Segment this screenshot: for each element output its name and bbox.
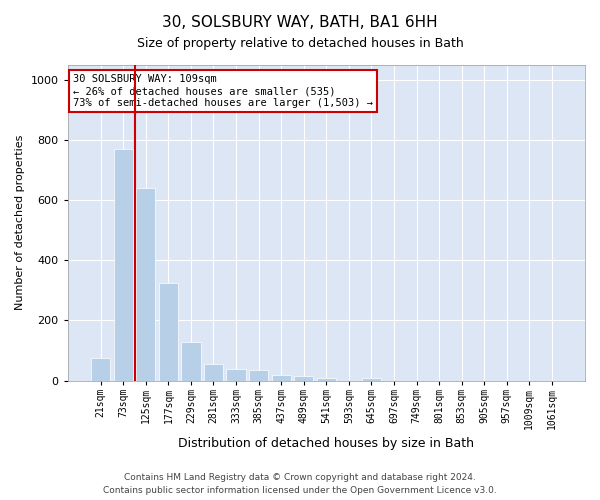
Bar: [113, 149, 133, 380]
X-axis label: Distribution of detached houses by size in Bath: Distribution of detached houses by size …: [178, 437, 474, 450]
Bar: [272, 374, 291, 380]
Bar: [362, 378, 381, 380]
Bar: [249, 370, 268, 380]
Bar: [226, 368, 245, 380]
Text: 30, SOLSBURY WAY, BATH, BA1 6HH: 30, SOLSBURY WAY, BATH, BA1 6HH: [162, 15, 438, 30]
Bar: [159, 283, 178, 380]
Bar: [204, 364, 223, 380]
Text: 30 SOLSBURY WAY: 109sqm
← 26% of detached houses are smaller (535)
73% of semi-d: 30 SOLSBURY WAY: 109sqm ← 26% of detache…: [73, 74, 373, 108]
Bar: [294, 376, 313, 380]
Text: Contains HM Land Registry data © Crown copyright and database right 2024.
Contai: Contains HM Land Registry data © Crown c…: [103, 474, 497, 495]
Bar: [181, 342, 200, 380]
Text: Size of property relative to detached houses in Bath: Size of property relative to detached ho…: [137, 38, 463, 51]
Y-axis label: Number of detached properties: Number of detached properties: [15, 135, 25, 310]
Bar: [91, 358, 110, 380]
Bar: [136, 188, 155, 380]
Bar: [317, 378, 336, 380]
